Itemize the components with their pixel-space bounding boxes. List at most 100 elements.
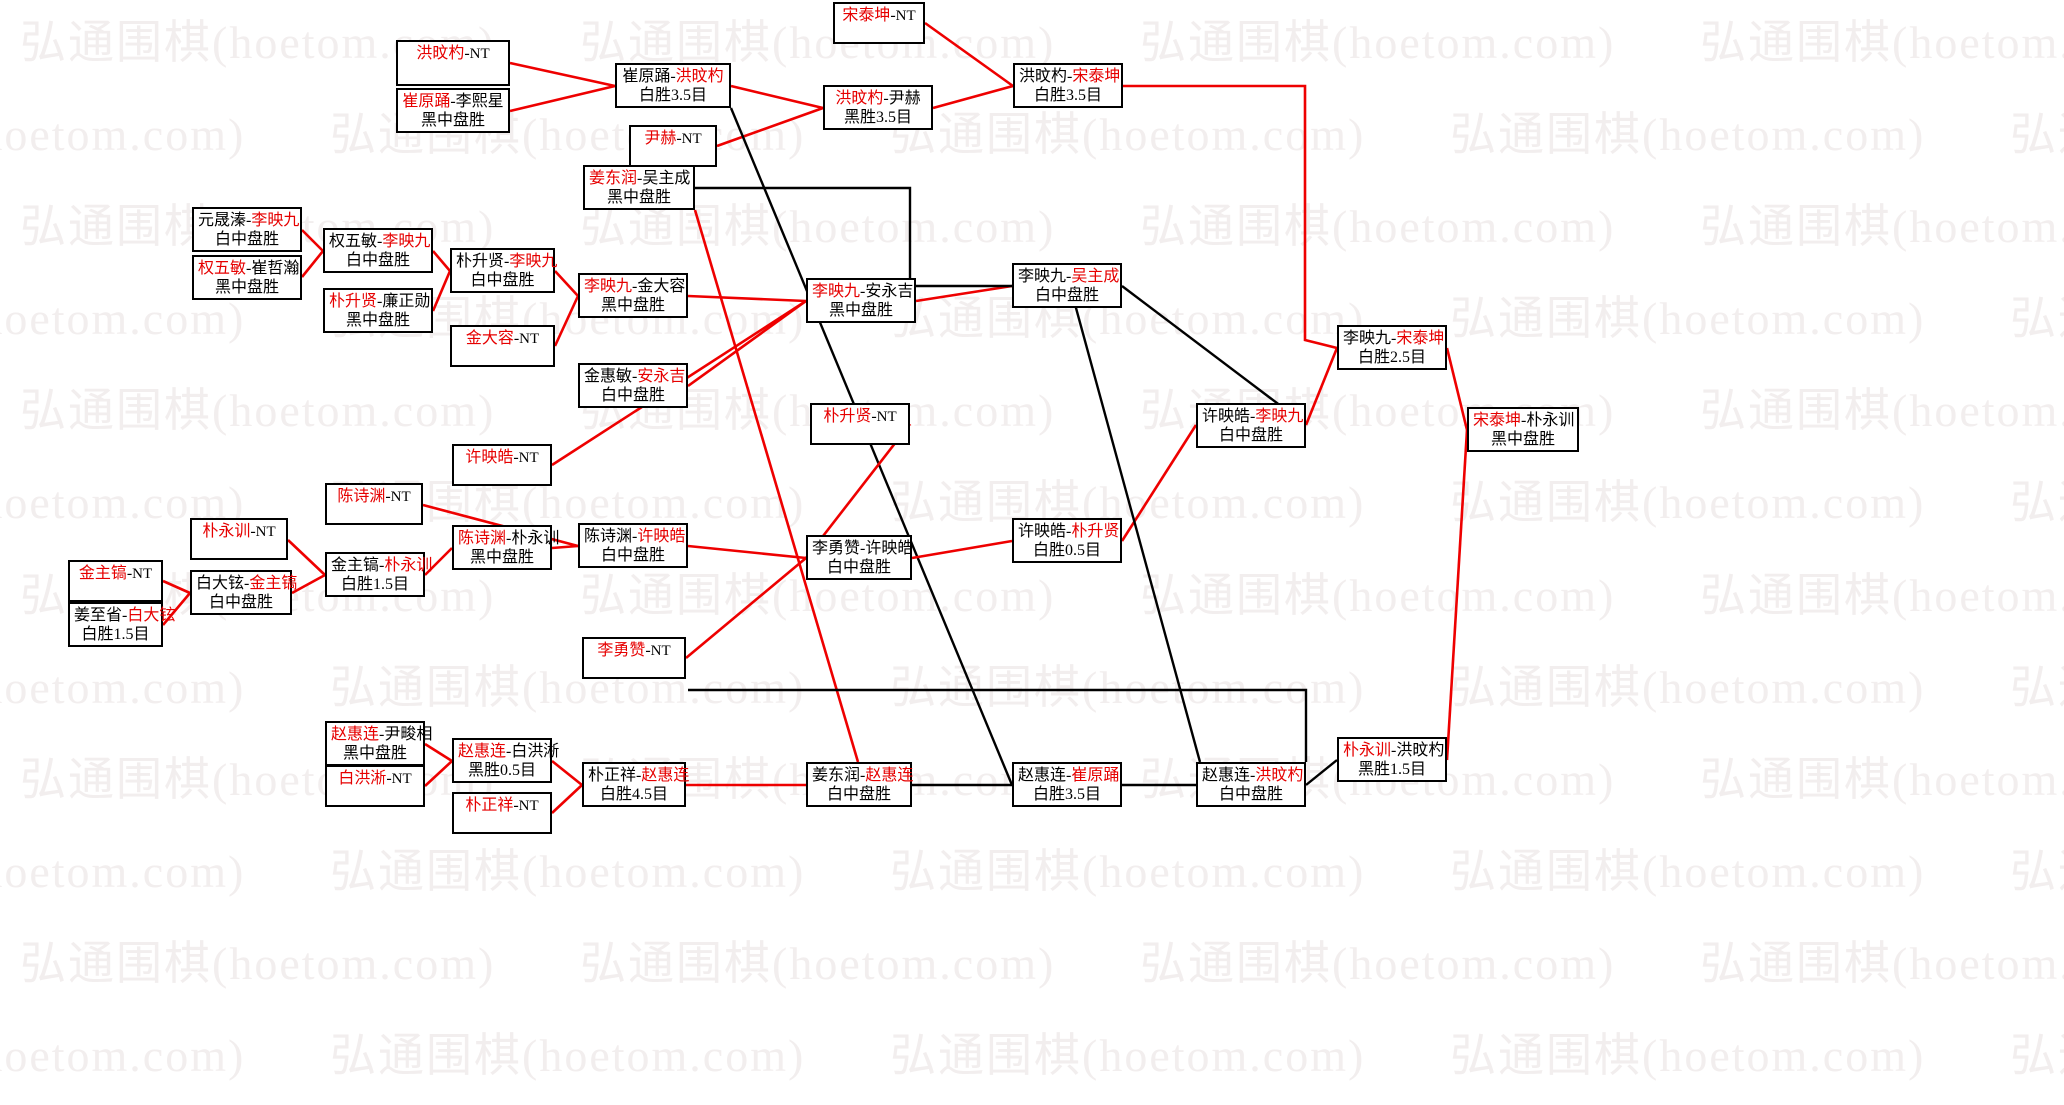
player-separator: - [246,260,252,277]
match-node[interactable]: 崔原踊-洪旼杓 白胜3.5目 [615,63,731,108]
match-result: 白中盘胜 [826,558,891,576]
match-node[interactable]: 姜东润-赵惠连 白中盘胜 [806,762,913,807]
match-players: 洪旼杓-宋泰坤 [1019,68,1120,87]
player-left: 李映九 [1018,268,1067,285]
match-node[interactable]: 赵惠连-尹畯相 黑中盘胜 [325,721,432,766]
match-node[interactable]: 宋泰坤-朴永训 黑中盘胜 [1467,407,1579,452]
match-node[interactable]: 李映九-安永吉 黑中盘胜 [806,278,916,323]
match-node[interactable]: 尹赫-NT [629,125,717,167]
match-node[interactable]: 朴升贤-李映九 白中盘胜 [450,248,558,293]
player-right: NT [469,46,490,62]
match-node[interactable]: 宋泰坤-NT [833,2,925,44]
player-left: 姜东润 [812,767,861,784]
match-node[interactable]: 金惠敏-安永吉 白中盘胜 [578,363,688,408]
match-players: 李映九-安永吉 [812,283,913,302]
player-left: 洪旼杓 [1019,68,1068,85]
player-right: 尹赫 [888,90,921,107]
match-node[interactable]: 李勇赞-NT [582,637,686,679]
match-node[interactable]: 朴升贤-廉正勋 黑中盘胜 [323,288,433,333]
player-left: 朴升贤 [456,253,505,270]
player-separator: - [513,330,520,347]
match-node[interactable]: 李映九-金大容 黑中盘胜 [578,273,688,318]
match-node[interactable]: 白洪淅-NT [325,765,425,807]
match-result: 黑中盘胜 [828,301,893,319]
match-players: 李勇赞-NT [588,642,680,661]
match-players: 宋泰坤-朴永训 [1473,412,1575,431]
player-left: 李勇赞 [597,642,646,659]
match-node[interactable]: 李映九-宋泰坤 白胜2.5目 [1337,325,1447,370]
player-right: 李映九 [509,253,558,270]
player-right: 朴永训 [384,557,433,574]
match-result: 黑中盘胜 [1490,430,1555,448]
match-node[interactable]: 权五敏-崔哲瀚 黑中盘胜 [192,255,302,300]
match-node[interactable]: 朴永训-洪旼杓 黑胜1.5目 [1337,737,1447,782]
match-players: 朴正祥-赵惠连 [588,767,689,786]
match-players: 金惠敏-安永吉 [584,368,685,387]
match-node[interactable]: 洪旼杓-尹赫 黑胜3.5目 [823,85,933,130]
match-players: 朴永训-NT [196,523,282,542]
match-node[interactable]: 金大容-NT [450,325,555,367]
player-separator: - [1066,767,1072,784]
player-left: 李映九 [812,283,861,300]
match-result: 黑中盘胜 [469,548,534,566]
player-separator: - [377,233,383,250]
match-result: 黑胜3.5目 [843,108,912,126]
match-node[interactable]: 崔原踊-李熙星 黑中盘胜 [396,88,510,133]
player-left: 金大容 [465,330,514,347]
match-result: 黑中盘胜 [342,744,407,762]
player-left: 白大铉 [196,575,245,592]
match-node[interactable]: 白大铉-金主镐 白中盘胜 [190,570,297,615]
player-right: 李映九 [251,212,300,229]
player-left: 崔原踊 [402,93,451,110]
player-right: NT [390,489,411,505]
player-left: 姜东润 [589,170,638,187]
match-node[interactable]: 金主镐-朴永训 白胜1.5目 [325,552,432,597]
match-node[interactable]: 李勇赞-许映皓 白中盘胜 [806,535,913,580]
match-players: 权五敏-李映九 [329,233,431,252]
match-node[interactable]: 权五敏-李映九 白中盘胜 [323,228,433,273]
match-node[interactable]: 许映皓-朴升贤 白胜0.5目 [1012,518,1122,563]
match-node[interactable]: 朴正祥-赵惠连 白胜4.5目 [582,762,689,807]
player-left: 李映九 [1343,330,1392,347]
match-node[interactable]: 元晟溱-李映九 白中盘胜 [192,207,302,252]
player-left: 赵惠连 [1202,767,1251,784]
player-right: 朴永训 [1526,412,1575,429]
match-node[interactable]: 洪旼杓-NT [396,40,510,86]
match-result: 黑中盘胜 [214,278,279,296]
match-node[interactable]: 赵惠连-洪旼杓 白中盘胜 [1196,762,1306,807]
match-node[interactable]: 赵惠连-白洪淅 黑胜0.5目 [452,738,559,783]
player-left: 姜至省 [74,607,123,624]
match-result: 黑胜0.5目 [467,761,536,779]
match-node[interactable]: 许映皓-李映九 白中盘胜 [1196,403,1306,448]
match-players: 朴升贤-NT [816,408,904,427]
player-right: 崔原踊 [1071,767,1120,784]
player-separator: - [645,642,651,659]
player-left: 朴正祥 [465,797,514,814]
player-right: 李映九 [382,233,431,250]
match-result: 白中盘胜 [1218,785,1283,803]
match-node[interactable]: 金主镐-NT [68,560,163,602]
player-separator: - [385,488,391,505]
player-right: 洪旼杓 [1396,742,1445,759]
match-players: 崔原踊-洪旼杓 [621,68,725,87]
match-node[interactable]: 陈诗渊-NT [325,483,423,525]
match-node[interactable]: 李映九-吴主成 白中盘胜 [1012,263,1122,308]
player-separator: - [670,68,676,85]
match-node[interactable]: 赵惠连-崔原踊 白胜3.5目 [1012,762,1122,807]
match-node[interactable]: 陈诗渊-朴永训 黑中盘胜 [452,525,559,570]
match-node[interactable]: 朴永训-NT [190,518,288,560]
match-node[interactable]: 朴正祥-NT [452,792,552,834]
match-node[interactable]: 姜至省-白大铉 白胜1.5目 [68,602,175,647]
match-node[interactable]: 姜东润-吴主成 黑中盘胜 [583,165,695,210]
match-node[interactable]: 洪旼杓-宋泰坤 白胜3.5目 [1013,63,1123,108]
player-separator: - [126,565,133,582]
player-separator: - [250,523,256,540]
player-separator: - [122,607,128,624]
match-node[interactable]: 许映皓-NT [452,444,552,486]
match-node[interactable]: 陈诗渊-许映皓 白中盘胜 [578,523,688,568]
match-result: 白胜3.5目 [1032,785,1101,803]
match-players: 洪旼杓-NT [402,45,504,64]
match-node[interactable]: 朴升贤-NT [810,403,910,445]
match-players: 元晟溱-李映九 [198,212,300,231]
